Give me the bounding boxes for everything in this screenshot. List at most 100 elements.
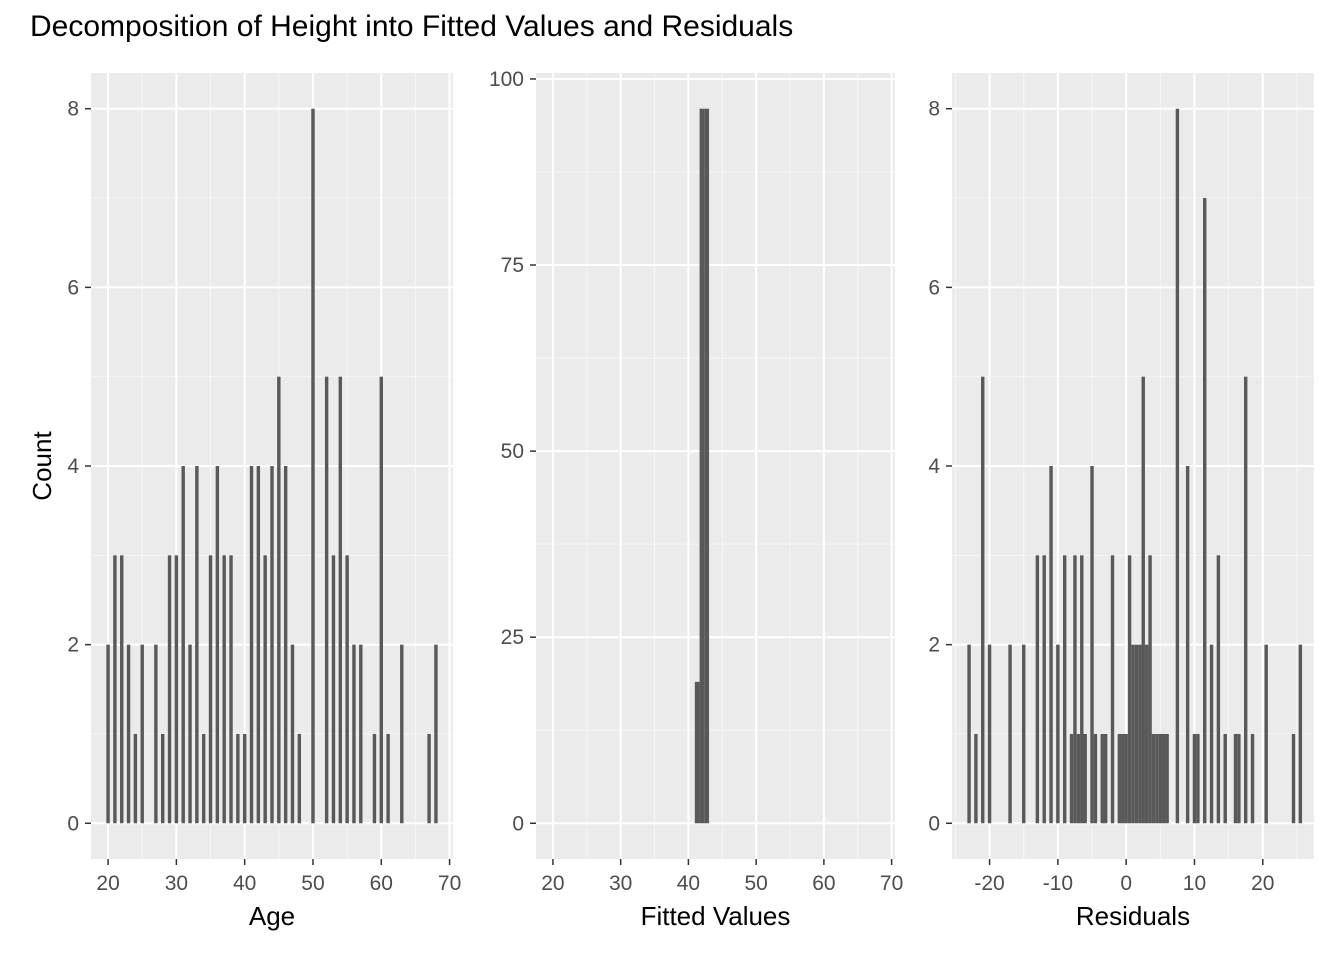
residuals-bar [1117,733,1122,824]
age-bar [140,644,144,824]
residuals-bar [1100,733,1104,824]
residuals-bar [1093,733,1098,824]
fitted-x-tick-label: 40 [677,872,700,895]
residuals-bar [1192,733,1197,824]
residuals-bar [1134,644,1139,824]
age-bar [324,376,329,824]
age-bar [345,555,349,824]
residuals-x-tick-label: -20 [974,872,1004,895]
residuals-y-tick-label: 8 [928,98,940,121]
age-bar [208,555,213,824]
age-bar [359,644,363,824]
age-bar [154,644,158,824]
residuals-bar [1131,644,1135,824]
residuals-x-tick-label: 10 [1183,872,1206,895]
residuals-bar [1056,644,1060,824]
age-x-tick-label: 30 [165,872,188,895]
residuals-bar [1155,733,1159,824]
age-bar [311,108,315,824]
age-bar [434,644,438,824]
residuals-bar [1233,733,1238,824]
fitted-bar [704,108,710,824]
residuals-bar [1124,733,1128,824]
age-bar [277,376,281,824]
age-bar [167,555,172,824]
residuals-bar [981,376,985,824]
age-x-tick-label: 70 [438,872,461,895]
age-bar [222,555,226,824]
age-bar [161,733,165,824]
age-x-tick-label: 50 [301,872,324,895]
residuals-bar [1080,555,1084,824]
age-bar [290,644,295,824]
age-bar [297,733,302,824]
residuals-bar [1022,644,1026,824]
chart-title: Decomposition of Height into Fitted Valu… [30,10,794,43]
age-bar [338,376,343,824]
fitted-x-tick-label: 70 [880,872,903,895]
age-bar [113,555,117,824]
residuals-bar [1090,466,1094,824]
age-bar [427,733,431,824]
residuals-x-axis-title: Residuals [1076,901,1190,931]
residuals-bar [1073,555,1077,824]
age-x-tick-label: 40 [233,872,256,895]
fitted-y-tick-label: 75 [501,254,524,277]
fitted-panel: 20 30 40 50 60 70 0 25 50 75 100 Fitted Values [489,68,903,931]
age-x-tick-label: 20 [96,872,119,895]
residuals-bar [1035,555,1040,824]
residuals-bar [1223,733,1227,824]
age-bar [270,466,274,824]
fitted-x-axis-title: Fitted Values [641,901,791,931]
residuals-bar [1069,733,1074,824]
residuals-bar [1203,198,1207,824]
age-y-tick-label: 6 [67,276,79,299]
age-bar [352,644,356,824]
age-bar [188,644,192,824]
residuals-bar [1185,466,1190,824]
age-y-tick-label: 8 [67,98,79,121]
age-bar [256,466,261,824]
age-bar [126,644,131,824]
residuals-bar [1144,644,1149,824]
residuals-bar [1127,555,1132,824]
age-bar [229,555,233,824]
residuals-bar [1216,555,1221,824]
residuals-bar [987,644,992,824]
residuals-y-tick-label: 0 [928,812,940,835]
fitted-bar [694,681,700,824]
residuals-bar [1049,466,1053,824]
residuals-bar [974,733,978,824]
fitted-panel-background [536,73,895,859]
age-bar [331,555,336,824]
residuals-bar [1121,733,1125,824]
fitted-x-tick-label: 30 [609,872,632,895]
age-bar [174,555,179,824]
residuals-x-tick-label: -10 [1043,872,1073,895]
age-bar [386,733,390,824]
residuals-bar [1083,733,1087,824]
residuals-bar [1162,733,1166,824]
residuals-bar [1076,733,1081,824]
age-bar [400,644,404,824]
residuals-y-tick-label: 6 [928,276,940,299]
fitted-y-tick-label: 50 [501,440,524,463]
residuals-bar [1148,555,1152,824]
age-bar [195,466,199,824]
residuals-bar [1141,376,1145,824]
age-bar [263,555,267,824]
residuals-bar [1291,733,1296,824]
age-bar [201,733,206,824]
age-bar [249,466,254,824]
age-bar [236,733,240,824]
residuals-bar [1151,733,1156,824]
residuals-bar [1165,733,1169,824]
residuals-bar [1196,733,1200,824]
age-panel: 20 30 40 50 60 70 0 2 4 6 8 Age Count [27,73,461,931]
fitted-y-tick-label: 100 [489,68,524,91]
residuals-x-tick-label: 20 [1251,872,1274,895]
fitted-x-tick-label: 50 [744,872,767,895]
residuals-bar [1158,733,1163,824]
age-x-tick-label: 60 [370,872,393,895]
